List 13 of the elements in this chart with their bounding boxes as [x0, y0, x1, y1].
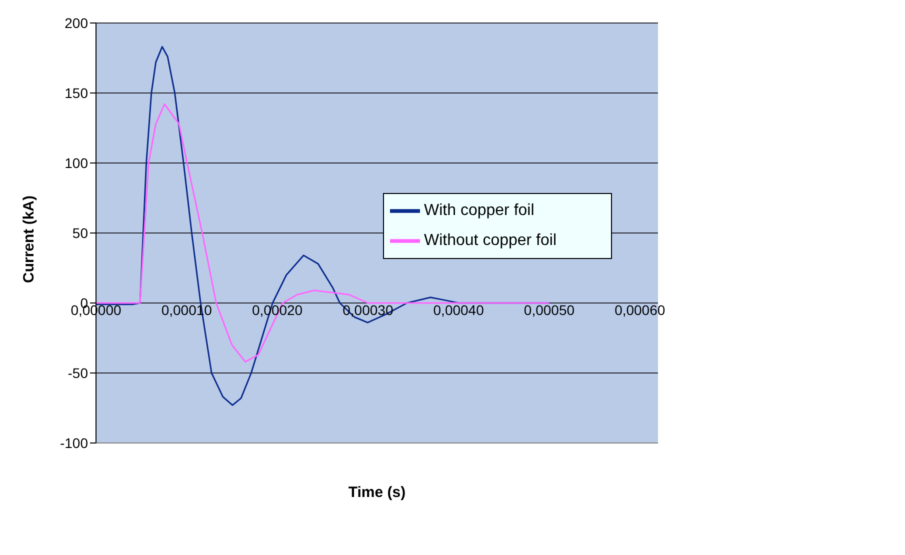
- x-axis-title: Time (s): [348, 484, 406, 501]
- y-tick-label: 100: [64, 154, 88, 171]
- y-tick-label: 150: [64, 84, 88, 101]
- y-tick-label: 200: [64, 14, 88, 31]
- y-tick-label: 50: [72, 224, 88, 241]
- y-tick-label: -100: [60, 434, 88, 451]
- y-tick-label: -50: [68, 364, 88, 381]
- y-axis-title: Current (kA): [20, 195, 38, 283]
- legend-label: Without copper foil: [424, 232, 557, 250]
- legend-label: With copper foil: [424, 202, 534, 220]
- x-tick-label: 0,00050: [524, 302, 575, 318]
- x-tick-label: 0,00060: [614, 302, 666, 318]
- x-tick-label: 0,00040: [433, 302, 484, 318]
